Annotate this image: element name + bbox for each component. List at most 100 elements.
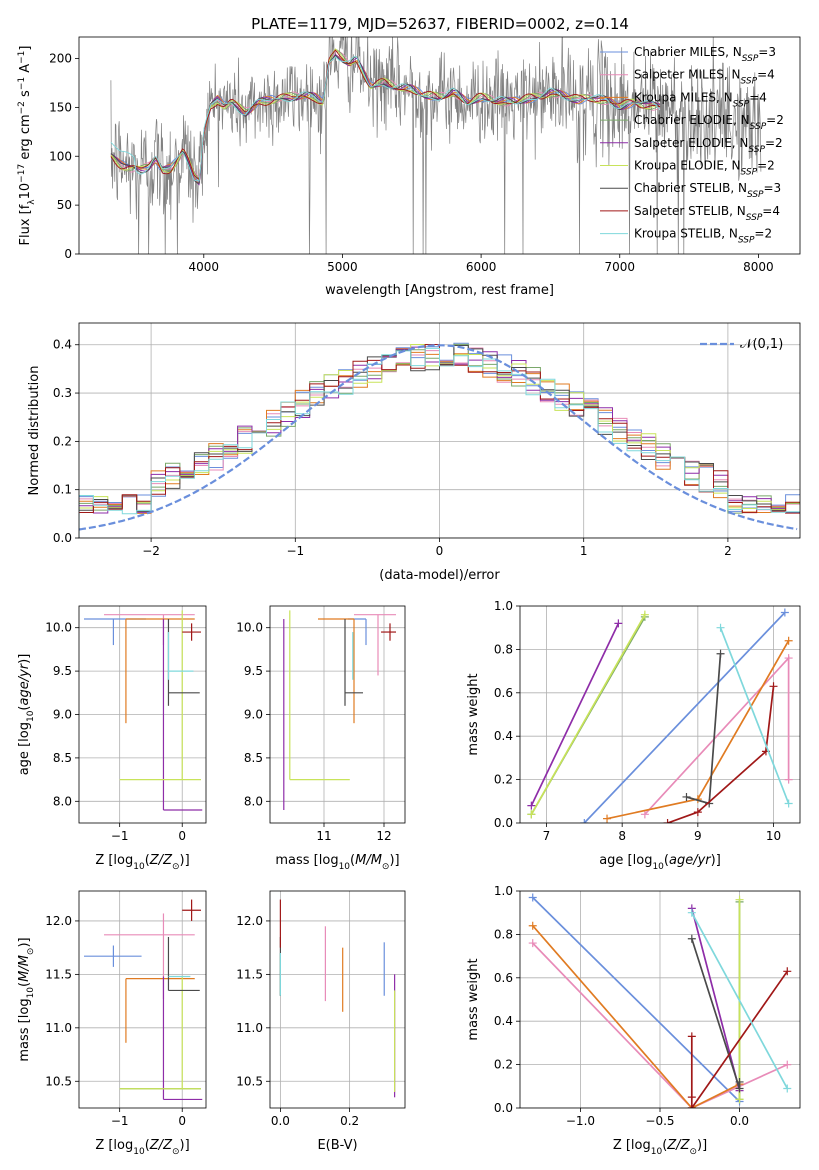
weight-marker xyxy=(687,934,696,943)
plot-area xyxy=(79,891,206,1108)
gaussian-curve xyxy=(79,344,798,531)
weight-marker xyxy=(769,682,778,691)
x-tick-label: 9 xyxy=(694,829,702,843)
weight-marker xyxy=(528,921,537,930)
y-tick-label: 9.0 xyxy=(244,708,263,722)
axes-group: 7 8 9 10 0.0 0.2 0.4 0.6 0.8 1.0 age [log10(age/yr… xyxy=(466,599,801,872)
axes-group: −1.0 −0.5 0.0 0.0 0.2 0.4 0.6 0.8 1.0 Z [log10(Z/… xyxy=(466,884,801,1157)
weight-marker xyxy=(716,623,725,632)
weight-marker xyxy=(783,1060,792,1069)
weight-line xyxy=(690,970,788,1108)
legend-label: Salpeter STELIB, NSSP=4 xyxy=(634,204,780,223)
plot-area xyxy=(110,37,762,254)
weight-line xyxy=(719,627,790,804)
weight-line xyxy=(690,938,741,1089)
weight-marker xyxy=(735,1077,744,1086)
y-tick-label: 11.5 xyxy=(236,967,263,981)
weight-marker xyxy=(735,1095,744,1104)
x-tick-label: −1 xyxy=(286,544,304,558)
x-axis-label: wavelength [Angstrom, rest frame] xyxy=(325,283,554,298)
x-tick-label: 0.0 xyxy=(730,1114,749,1128)
plot-area xyxy=(270,891,405,1108)
weight-marker xyxy=(687,1032,696,1041)
y-tick-label: 0.2 xyxy=(494,773,513,787)
y-tick-label: 9.0 xyxy=(53,708,72,722)
y-tick-label: 10.0 xyxy=(45,621,72,635)
x-tick-label: 0 xyxy=(436,544,444,558)
x-axis-label: mass [log10(M/M⊙)] xyxy=(275,853,399,872)
weight-marker xyxy=(784,775,793,784)
x-tick-label: 5000 xyxy=(327,260,358,274)
y-tick-label: 12.0 xyxy=(45,914,72,928)
plot-area xyxy=(270,606,405,823)
y-tick-label: 50 xyxy=(57,198,72,212)
x-tick-label: 1 xyxy=(580,544,588,558)
x-axis-label: Z [log10(Z/Z⊙)] xyxy=(95,1138,189,1157)
legend-label: Chabrier STELIB, NSSP=3 xyxy=(634,181,781,200)
x-tick-label: 2 xyxy=(724,544,732,558)
weight-marker xyxy=(780,608,789,617)
y-tick-label: 0.4 xyxy=(53,338,72,352)
x-axis-label: E(B-V) xyxy=(317,1138,357,1153)
x-tick-label: 0 xyxy=(178,1114,186,1128)
y-tick-label: 200 xyxy=(49,52,72,66)
x-tick-label: 7 xyxy=(543,829,551,843)
y-tick-label: 0.2 xyxy=(53,434,72,448)
x-tick-label: 6000 xyxy=(466,260,497,274)
weight-line xyxy=(686,653,722,805)
y-tick-label: 0.0 xyxy=(494,1101,513,1115)
axes-frame xyxy=(519,890,801,1109)
y-tick-label: 0.8 xyxy=(494,927,513,941)
weight-marker xyxy=(783,967,792,976)
x-tick-label: −1 xyxy=(111,829,129,843)
hist-kroupa-stelib xyxy=(79,347,800,538)
model-line-kroupa-miles xyxy=(110,54,661,186)
figure-title: PLATE=1179, MJD=52637, FIBERID=0002, z=0… xyxy=(251,15,629,33)
weight-marker xyxy=(527,810,536,819)
axes-group: −1 0 10.5 11.0 11.5 12.0 Z [log10(Z/Z⊙)] mass [… xyxy=(17,890,207,1157)
y-tick-label: 11.0 xyxy=(45,1021,72,1035)
x-tick-label: −0.5 xyxy=(645,1114,674,1128)
axes-frame xyxy=(78,322,801,539)
axes-frame xyxy=(269,890,406,1109)
plot-area xyxy=(520,891,800,1108)
weight-marker xyxy=(682,792,691,801)
weight-line xyxy=(532,925,740,1108)
y-axis-label: mass weight xyxy=(466,673,481,755)
y-tick-label: 10.0 xyxy=(236,621,263,635)
y-tick-label: 1.0 xyxy=(494,599,513,613)
x-tick-label: 4000 xyxy=(189,260,220,274)
x-tick-label: −2 xyxy=(142,544,160,558)
weight-marker xyxy=(716,649,725,658)
weight-line xyxy=(530,614,646,815)
x-axis-label: (data-model)/error xyxy=(379,568,500,583)
weight-marker xyxy=(784,654,793,663)
weight-marker xyxy=(640,810,649,819)
weight-marker xyxy=(783,1084,792,1093)
axes-frame xyxy=(519,605,801,824)
y-tick-label: 0.4 xyxy=(494,729,513,743)
x-axis-label: Z [log10(Z/Z⊙)] xyxy=(95,853,189,872)
weight-marker xyxy=(640,610,649,619)
x-tick-label: 0.0 xyxy=(271,1114,290,1128)
legend-label: Kroupa ELODIE, NSSP=2 xyxy=(634,159,775,178)
legend-label: Salpeter MILES, NSSP=4 xyxy=(634,68,775,87)
y-axis-label: age [log10(age/yr)] xyxy=(17,654,36,776)
axes-group: −2 −1 0 1 2 0.0 0.1 0.2 0.3 0.4 𝒩(0,1) (data-model)… xyxy=(27,322,801,583)
y-tick-label: 0.0 xyxy=(494,816,513,830)
weight-marker xyxy=(687,908,696,917)
y-tick-label: 8.0 xyxy=(244,794,263,808)
y-tick-label: 0.4 xyxy=(494,1014,513,1028)
weight-line xyxy=(530,623,620,806)
y-tick-label: 100 xyxy=(49,149,72,163)
axes-group: 11 12 8.0 8.5 9.0 9.5 10.0 mass [log10(M/M⊙)] xyxy=(236,605,406,872)
x-tick-label: −1 xyxy=(111,1114,129,1128)
weight-line xyxy=(532,942,788,1108)
axes-frame xyxy=(78,890,207,1109)
model-line-chabrier-miles xyxy=(110,55,661,184)
y-tick-label: 0.6 xyxy=(494,686,513,700)
axes-frame xyxy=(269,605,406,824)
legend-label: 𝒩(0,1) xyxy=(740,337,783,352)
weight-marker xyxy=(614,619,623,628)
